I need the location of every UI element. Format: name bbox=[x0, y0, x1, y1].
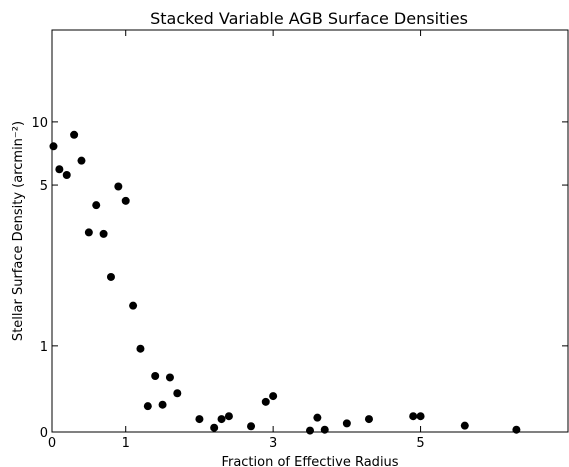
data-point bbox=[261, 397, 270, 406]
data-point bbox=[306, 426, 314, 435]
data-point bbox=[195, 415, 204, 424]
data-point bbox=[320, 425, 329, 434]
data-point bbox=[173, 389, 182, 398]
data-point bbox=[158, 400, 167, 409]
x-tick-label: 5 bbox=[416, 436, 424, 451]
data-point bbox=[210, 423, 219, 432]
data-point bbox=[247, 422, 256, 431]
data-point bbox=[313, 413, 322, 422]
data-point bbox=[512, 425, 521, 434]
x-tick-label: 1 bbox=[122, 436, 130, 451]
data-point bbox=[55, 165, 64, 174]
data-point bbox=[224, 412, 233, 421]
y-tick-label: 1 bbox=[40, 340, 48, 355]
data-point bbox=[143, 402, 152, 411]
data-point bbox=[165, 373, 174, 382]
data-point bbox=[92, 201, 101, 210]
y-axis-label: Stellar Surface Density (arcmin⁻²) bbox=[11, 121, 26, 341]
data-point bbox=[136, 344, 145, 353]
data-point bbox=[342, 419, 351, 428]
data-point bbox=[364, 415, 373, 424]
data-point bbox=[416, 412, 425, 421]
data-point bbox=[84, 228, 93, 237]
x-tick-label: 3 bbox=[269, 436, 277, 451]
data-point bbox=[106, 272, 115, 281]
x-axis-label: Fraction of Effective Radius bbox=[221, 455, 398, 467]
y-tick-label: 5 bbox=[40, 179, 48, 194]
y-tick-label: 10 bbox=[31, 116, 48, 131]
chart-title: Stacked Variable AGB Surface Densities bbox=[150, 9, 468, 28]
data-point bbox=[77, 156, 86, 165]
data-point bbox=[114, 182, 123, 191]
x-tick-label: 0 bbox=[48, 436, 56, 451]
data-point bbox=[49, 142, 58, 151]
data-point bbox=[70, 130, 79, 139]
data-point bbox=[460, 421, 469, 430]
data-point bbox=[99, 229, 108, 238]
data-points bbox=[49, 130, 521, 435]
data-point bbox=[269, 392, 278, 401]
data-point bbox=[409, 412, 418, 421]
data-point bbox=[62, 171, 71, 180]
data-point bbox=[121, 196, 130, 205]
data-point bbox=[151, 372, 160, 381]
y-tick-label: 0 bbox=[40, 426, 48, 441]
plot-area bbox=[51, 29, 569, 433]
axes-group: 0 1 3 5 0 1 5 10 bbox=[31, 30, 568, 451]
data-point bbox=[129, 301, 138, 310]
data-point bbox=[217, 415, 226, 424]
